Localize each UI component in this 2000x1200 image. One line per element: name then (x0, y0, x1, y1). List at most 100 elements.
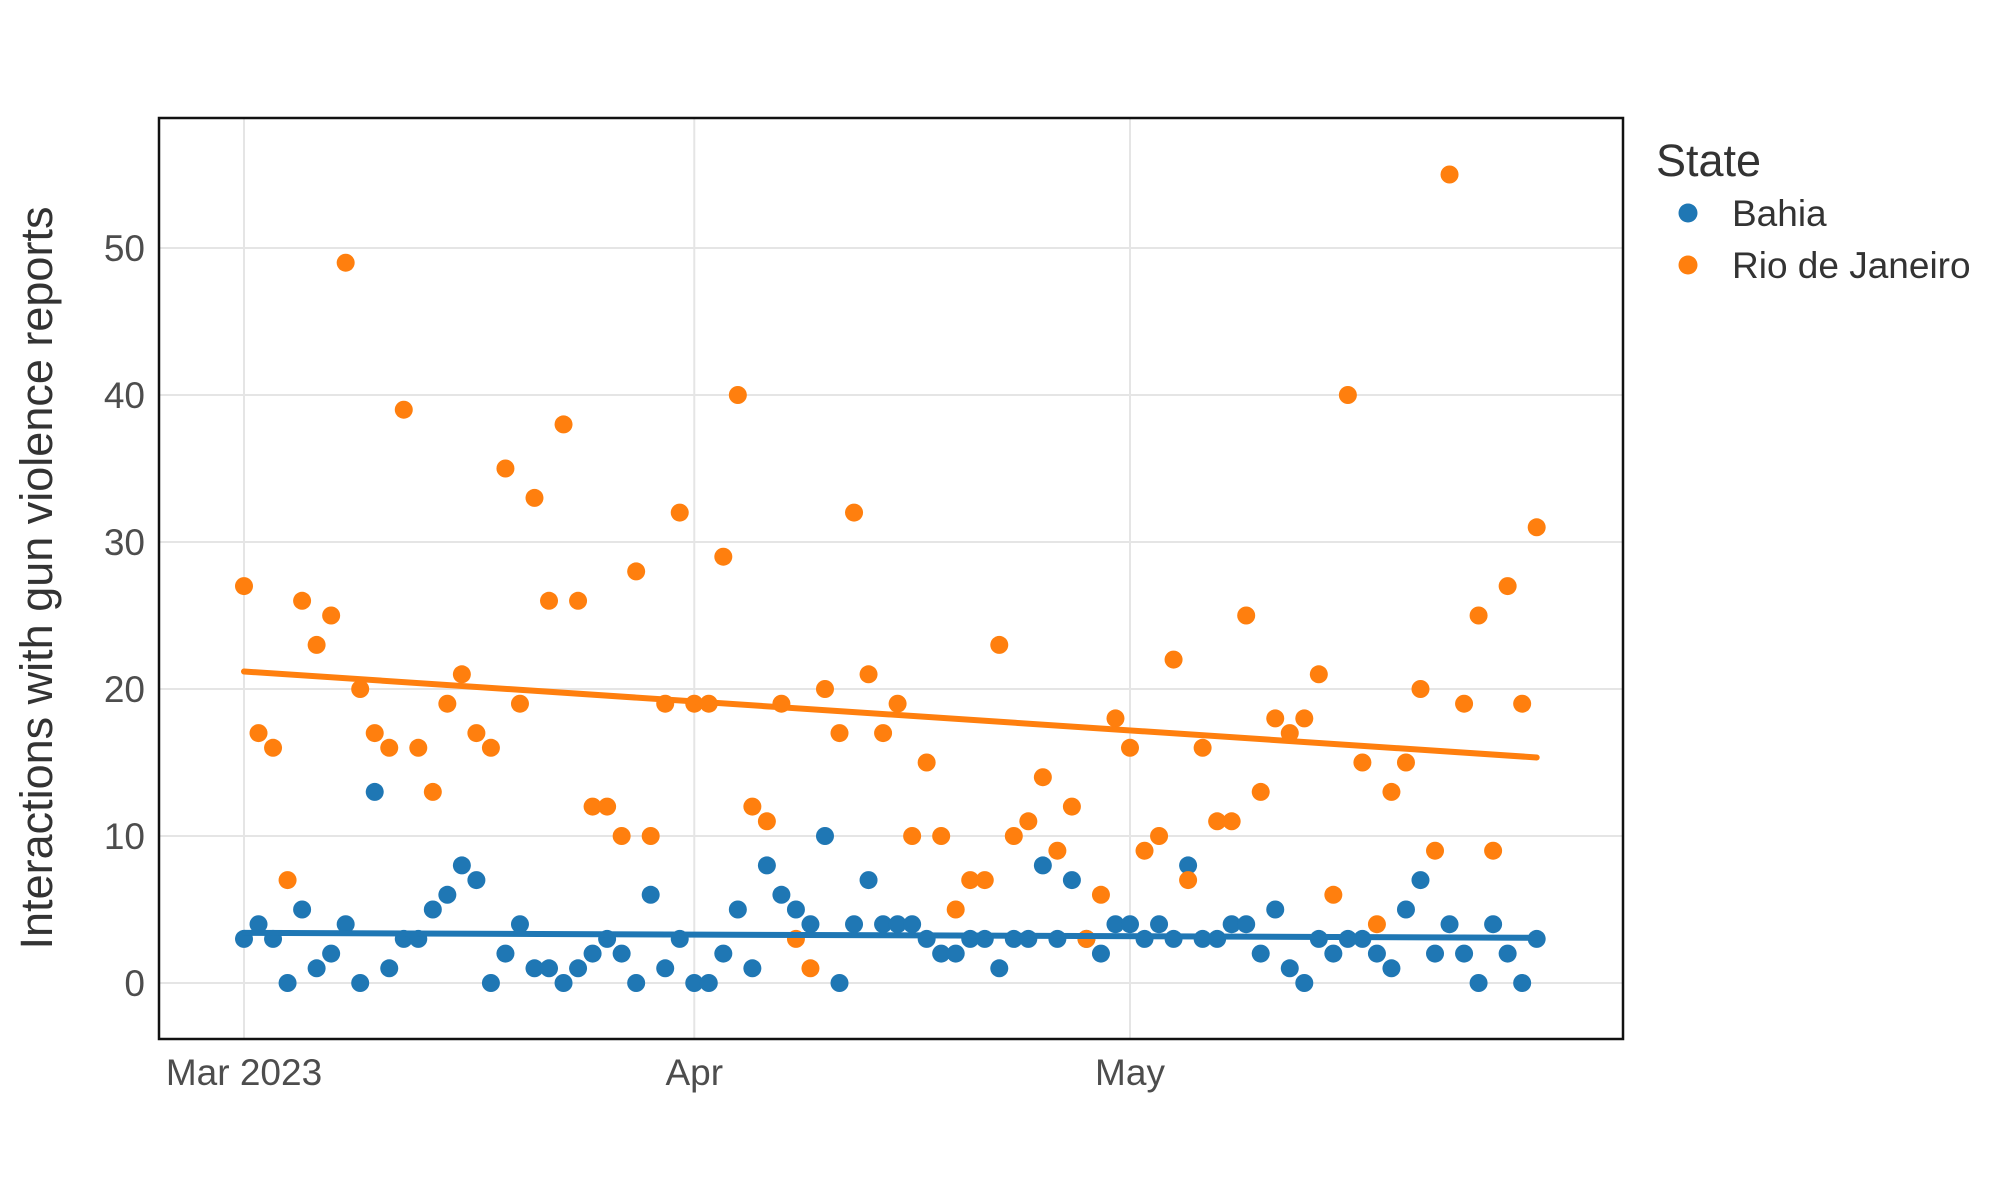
data-point-layer (235, 165, 1546, 992)
data-point-bahia (932, 944, 951, 963)
data-point-bahia (1440, 915, 1459, 934)
data-point-rio-de-janeiro (394, 400, 413, 419)
data-point-bahia (438, 885, 457, 904)
data-point-rio-de-janeiro (1440, 165, 1459, 184)
data-point-bahia (656, 959, 675, 978)
data-point-rio-de-janeiro (1033, 768, 1052, 787)
data-point-rio-de-janeiro (612, 827, 631, 845)
data-point-rio-de-janeiro (961, 871, 980, 890)
data-point-bahia (699, 974, 718, 992)
data-point-bahia (830, 974, 849, 992)
data-point-rio-de-janeiro (1208, 812, 1227, 831)
data-point-rio-de-janeiro (481, 738, 500, 757)
legend-label-rio: Rio de Janeiro (1732, 245, 1971, 286)
data-point-bahia (946, 944, 965, 963)
data-point-bahia (772, 885, 791, 904)
data-point-rio-de-janeiro (801, 959, 820, 978)
data-point-bahia (714, 944, 733, 963)
data-point-rio-de-janeiro (743, 797, 762, 816)
data-point-rio-de-janeiro (1455, 694, 1474, 713)
data-point-rio-de-janeiro (1280, 724, 1299, 743)
data-point-rio-de-janeiro (380, 738, 399, 757)
trend-line-layer (241, 668, 1540, 941)
data-point-rio-de-janeiro (917, 753, 936, 772)
data-point-bahia (859, 871, 878, 890)
data-point-bahia (888, 915, 907, 934)
x-tick-label: Mar 2023 (166, 1052, 322, 1093)
data-point-rio-de-janeiro (1527, 518, 1546, 537)
data-point-bahia (815, 827, 834, 845)
data-point-bahia (336, 915, 355, 934)
data-point-bahia (903, 915, 922, 934)
data-point-rio-de-janeiro (409, 738, 428, 757)
data-point-bahia (1295, 974, 1314, 992)
data-point-rio-de-janeiro (1324, 885, 1343, 904)
data-point-rio-de-janeiro (452, 665, 471, 684)
data-point-rio-de-janeiro (627, 562, 646, 581)
data-point-rio-de-janeiro (1179, 871, 1198, 890)
data-point-bahia (1106, 915, 1125, 934)
data-point-rio-de-janeiro (1251, 782, 1270, 801)
data-point-rio-de-janeiro (1295, 709, 1314, 728)
data-point-rio-de-janeiro (1411, 680, 1430, 698)
data-point-bahia (1019, 929, 1038, 948)
data-point-bahia (1091, 944, 1110, 963)
data-point-bahia (845, 915, 864, 934)
data-point-rio-de-janeiro (975, 871, 994, 890)
data-point-rio-de-janeiro (1121, 738, 1139, 757)
data-point-rio-de-janeiro (278, 871, 297, 890)
y-tick-label: 40 (104, 375, 145, 416)
data-point-rio-de-janeiro (728, 386, 747, 404)
data-point-rio-de-janeiro (641, 827, 660, 845)
data-point-bahia (757, 856, 776, 875)
data-point-rio-de-janeiro (1367, 915, 1386, 934)
data-point-rio-de-janeiro (1135, 841, 1154, 860)
data-point-rio-de-janeiro (1150, 827, 1169, 845)
data-point-rio-de-janeiro (815, 680, 834, 698)
trend-line-rio-de-janeiro (241, 668, 1540, 761)
data-point-bahia (801, 915, 820, 934)
data-point-bahia (481, 974, 500, 992)
data-point-rio-de-janeiro (1222, 812, 1241, 831)
data-point-bahia (583, 944, 602, 963)
data-point-bahia (278, 974, 297, 992)
data-point-bahia (467, 871, 486, 890)
data-point-rio-de-janeiro (438, 694, 457, 713)
data-point-rio-de-janeiro (1382, 782, 1401, 801)
data-point-bahia (627, 974, 646, 992)
data-point-rio-de-janeiro (554, 415, 573, 434)
data-point-bahia (1382, 959, 1401, 978)
data-point-rio-de-janeiro (845, 503, 864, 522)
gridline-layer (159, 118, 1623, 1039)
data-point-bahia (380, 959, 399, 978)
data-point-bahia (1280, 959, 1299, 978)
data-point-rio-de-janeiro (859, 665, 878, 684)
data-point-rio-de-janeiro (888, 694, 907, 713)
data-point-rio-de-janeiro (598, 797, 617, 816)
data-point-rio-de-janeiro (903, 827, 922, 845)
data-point-rio-de-janeiro (990, 635, 1009, 654)
data-point-bahia (351, 974, 370, 992)
data-point-bahia (1150, 915, 1169, 934)
legend-label-bahia: Bahia (1732, 193, 1827, 234)
y-tick-label: 30 (104, 522, 145, 563)
data-point-rio-de-janeiro (714, 547, 733, 566)
data-point-rio-de-janeiro (1237, 606, 1256, 625)
plot-panel-border (157, 116, 1625, 1041)
data-point-bahia (540, 959, 559, 978)
data-point-rio-de-janeiro (235, 577, 253, 596)
data-point-rio-de-janeiro (830, 724, 849, 743)
data-point-rio-de-janeiro (1019, 812, 1038, 831)
data-point-bahia (975, 929, 994, 948)
y-tick-label: 20 (104, 669, 145, 710)
data-point-rio-de-janeiro (1004, 827, 1023, 845)
data-point-rio-de-janeiro (510, 694, 529, 713)
data-point-bahia (322, 944, 341, 963)
data-point-rio-de-janeiro (932, 827, 951, 845)
data-point-rio-de-janeiro (1266, 709, 1285, 728)
data-point-bahia (554, 974, 573, 992)
legend-key-rio-icon (1678, 255, 1698, 275)
data-point-rio-de-janeiro (874, 724, 893, 743)
y-tick-label: 50 (104, 228, 145, 269)
